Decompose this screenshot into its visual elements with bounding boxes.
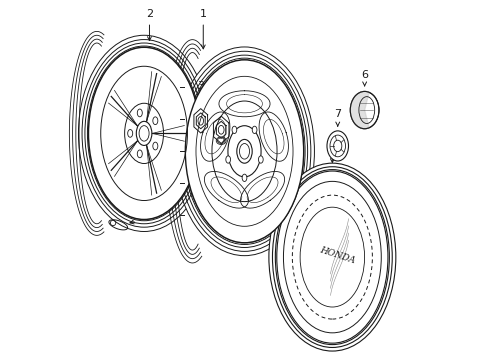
Ellipse shape bbox=[236, 139, 252, 163]
Ellipse shape bbox=[153, 117, 158, 125]
Ellipse shape bbox=[78, 35, 209, 231]
Polygon shape bbox=[349, 91, 368, 129]
Ellipse shape bbox=[232, 126, 236, 134]
Text: 7: 7 bbox=[333, 109, 341, 119]
Ellipse shape bbox=[153, 142, 158, 150]
Ellipse shape bbox=[258, 156, 263, 163]
Text: 5: 5 bbox=[328, 142, 335, 152]
Ellipse shape bbox=[216, 137, 225, 144]
Ellipse shape bbox=[88, 47, 199, 220]
Ellipse shape bbox=[185, 60, 303, 243]
Text: 2: 2 bbox=[145, 9, 153, 19]
Ellipse shape bbox=[252, 126, 256, 134]
Ellipse shape bbox=[225, 156, 230, 163]
Ellipse shape bbox=[127, 130, 132, 137]
Ellipse shape bbox=[326, 131, 348, 161]
Ellipse shape bbox=[136, 121, 152, 145]
Ellipse shape bbox=[242, 174, 246, 181]
Text: 8: 8 bbox=[217, 91, 224, 101]
Ellipse shape bbox=[137, 109, 142, 117]
Text: 3: 3 bbox=[197, 81, 204, 91]
Ellipse shape bbox=[268, 163, 395, 351]
Ellipse shape bbox=[174, 47, 314, 256]
Text: HONDA: HONDA bbox=[318, 245, 356, 265]
Text: 1: 1 bbox=[200, 9, 206, 19]
Ellipse shape bbox=[137, 150, 142, 158]
Ellipse shape bbox=[349, 91, 378, 129]
Text: 6: 6 bbox=[361, 69, 367, 80]
Ellipse shape bbox=[333, 140, 341, 152]
Text: 4: 4 bbox=[133, 208, 140, 218]
